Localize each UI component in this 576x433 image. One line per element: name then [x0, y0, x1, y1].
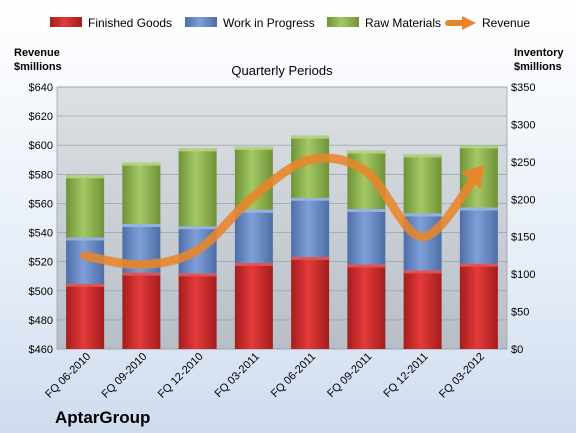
left-tick-label: $540 [29, 228, 53, 240]
bar-finished-goods-top [403, 270, 442, 274]
bar-finished-goods [234, 262, 273, 349]
x-tick-label: FQ 09-2010 [100, 351, 150, 401]
bar-raw-materials-top [347, 150, 386, 154]
left-tick-label: $620 [29, 111, 53, 123]
bar-finished-goods [291, 256, 330, 349]
right-tick-label: $350 [511, 82, 535, 94]
right-tick-label: $250 [511, 157, 535, 169]
left-tick-label: $480 [29, 315, 53, 327]
legend-item-revenue: Revenue [445, 16, 530, 30]
bar-finished-goods [178, 273, 217, 349]
left-tick-label: $640 [29, 82, 53, 94]
bar-raw-materials-top [66, 175, 105, 179]
bar-work-in-progress-top [403, 213, 442, 217]
right-axis-title-line1: Inventory [514, 47, 564, 59]
bar-finished-goods-top [66, 283, 105, 287]
bar-finished-goods [122, 272, 161, 349]
bar-work-in-progress [459, 207, 498, 264]
legend: Finished Goods Work in Progress Raw Mate… [50, 16, 530, 30]
x-tick-label: FQ 09-2011 [325, 351, 374, 400]
right-axis-ticks: $0 $50 $100 $150 $200 $250 $300 $350 [511, 82, 535, 356]
legend-arrowhead-revenue [462, 16, 476, 30]
legend-item-finished-goods: Finished Goods [50, 16, 172, 30]
bar-raw-materials [122, 162, 161, 224]
x-tick-label: FQ 06-2011 [269, 351, 318, 400]
bar-work-in-progress-top [291, 197, 330, 201]
right-axis-title-line2: $millions [514, 61, 562, 73]
bar-work-in-progress [403, 213, 442, 271]
bar-finished-goods-top [291, 256, 330, 260]
x-tick-label: FQ 12-2010 [156, 351, 206, 401]
right-tick-label: $300 [511, 119, 535, 131]
right-tick-label: $0 [511, 344, 523, 356]
bar-finished-goods-top [178, 273, 217, 277]
legend-label-raw-materials: Raw Materials [365, 16, 441, 30]
x-tick-label: FQ 03-2012 [437, 351, 487, 401]
left-tick-label: $600 [29, 140, 53, 152]
bar-raw-materials [178, 148, 217, 227]
right-tick-label: $100 [511, 269, 535, 281]
right-tick-label: $200 [511, 194, 535, 206]
bar-work-in-progress-top [122, 223, 161, 227]
bar-raw-materials [66, 175, 105, 238]
left-axis-title-line2: $millions [14, 61, 62, 73]
bar-raw-materials-top [459, 145, 498, 149]
legend-label-revenue: Revenue [482, 16, 530, 30]
legend-swatch-finished-goods [50, 17, 82, 27]
bar-work-in-progress [347, 209, 386, 265]
bar-work-in-progress-top [459, 207, 498, 211]
left-tick-label: $520 [29, 257, 53, 269]
x-axis-ticks: FQ 06-2010 FQ 09-2010 FQ 12-2010 FQ 03-2011… [43, 351, 487, 401]
bar-finished-goods-top [459, 263, 498, 267]
bar-raw-materials-top [291, 135, 330, 139]
x-tick-label: FQ 03-2011 [213, 351, 262, 400]
legend-label-finished-goods: Finished Goods [88, 16, 172, 30]
x-tick-label: FQ 12-2011 [381, 351, 430, 400]
bar-work-in-progress-top [234, 209, 273, 213]
bar-work-in-progress [291, 197, 330, 257]
bar-finished-goods [403, 270, 442, 349]
left-tick-label: $580 [29, 169, 53, 181]
right-tick-label: $50 [511, 307, 529, 319]
bar-work-in-progress-top [347, 209, 386, 213]
legend-item-work-in-progress: Work in Progress [185, 16, 315, 30]
bar-raw-materials-top [122, 162, 161, 166]
revenue-line-arrowhead [461, 165, 485, 189]
bar-raw-materials-top [178, 148, 217, 152]
bar-finished-goods [459, 263, 498, 349]
bar-finished-goods-top [347, 264, 386, 268]
revenue-line-layer [80, 153, 485, 270]
legend-swatch-raw-materials [327, 17, 359, 27]
left-axis-title-line1: Revenue [14, 47, 60, 59]
left-tick-label: $500 [29, 286, 53, 298]
bar-finished-goods-top [234, 262, 273, 266]
bar-finished-goods [347, 264, 386, 349]
bar-raw-materials-top [403, 154, 442, 158]
revenue-line [80, 153, 484, 270]
bar-raw-materials [403, 154, 442, 214]
brand-label: AptarGroup [55, 408, 150, 427]
bar-work-in-progress-top [178, 226, 217, 230]
bar-finished-goods [66, 283, 105, 349]
left-tick-label: $560 [29, 198, 53, 210]
legend-swatch-work-in-progress [185, 17, 217, 27]
legend-item-raw-materials: Raw Materials [327, 16, 441, 30]
left-axis-ticks: $460 $480 $500 $520 $540 $560 $580 $600 $620 $640 [29, 82, 53, 356]
left-tick-label: $460 [29, 344, 53, 356]
bar-work-in-progress [234, 209, 273, 263]
bar-raw-materials-top [234, 146, 273, 150]
bar-work-in-progress-top [66, 237, 105, 241]
chart-title: Quarterly Periods [231, 63, 333, 78]
bar-finished-goods-top [122, 272, 161, 276]
legend-label-work-in-progress: Work in Progress [223, 16, 315, 30]
right-tick-label: $150 [511, 232, 535, 244]
x-tick-label: FQ 06-2010 [43, 351, 93, 401]
